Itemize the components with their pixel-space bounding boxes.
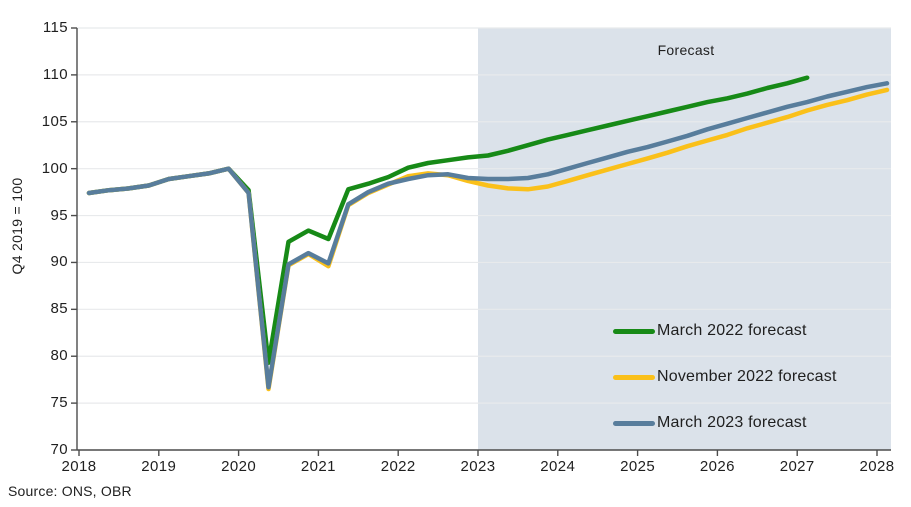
legend-swatch xyxy=(613,374,655,380)
x-tick-label: 2021 xyxy=(300,458,336,475)
legend-swatch xyxy=(613,420,655,426)
y-tick-label: 75 xyxy=(50,394,68,412)
legend-label: November 2022 forecast xyxy=(657,368,837,385)
y-tick-label: 100 xyxy=(41,159,68,177)
x-tick-label: 2026 xyxy=(699,458,735,475)
x-tick-label: 2018 xyxy=(61,458,97,475)
y-tick-label: 110 xyxy=(42,65,68,83)
y-tick-label: 85 xyxy=(50,300,68,318)
source-note: Source: ONS, OBR xyxy=(8,483,132,499)
legend-item: March 2022 forecast xyxy=(613,322,837,340)
x-tick-label: 2025 xyxy=(620,458,656,475)
y-tick-label: 90 xyxy=(50,253,68,271)
y-tick-label: 80 xyxy=(50,347,68,365)
x-tick-label: 2022 xyxy=(380,458,416,475)
x-tick-label: 2027 xyxy=(779,458,815,475)
legend-item: March 2023 forecast xyxy=(613,414,837,432)
forecast-region-label: Forecast xyxy=(657,42,715,58)
y-tick-label: 115 xyxy=(42,19,68,36)
y-tick-label: 70 xyxy=(50,441,68,458)
x-tick-label: 2019 xyxy=(141,458,177,475)
legend-item: November 2022 forecast xyxy=(613,368,837,386)
legend-swatch xyxy=(613,328,655,334)
x-tick-label: 2028 xyxy=(859,458,895,475)
y-tick-label: 95 xyxy=(50,206,68,224)
y-tick-label: 105 xyxy=(41,112,68,130)
series-line-march-2023-forecast xyxy=(86,81,890,390)
legend-label: March 2023 forecast xyxy=(657,414,807,431)
x-tick-label: 2024 xyxy=(540,458,576,475)
x-tick-label: 2023 xyxy=(460,458,496,475)
legend: March 2022 forecast November 2022 forecas… xyxy=(613,322,837,460)
x-tick-label: 2020 xyxy=(221,458,257,475)
legend-label: March 2022 forecast xyxy=(657,322,807,339)
